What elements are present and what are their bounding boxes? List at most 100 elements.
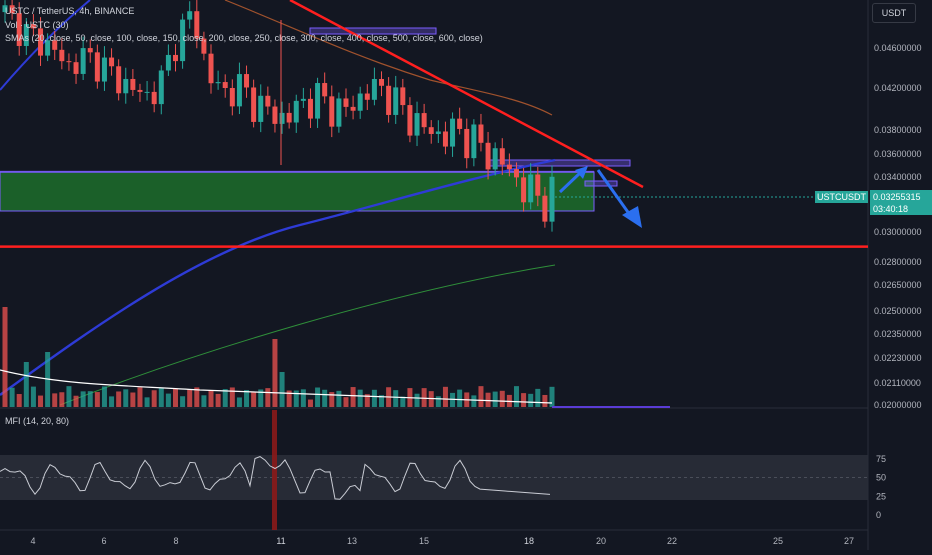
volume-bar (549, 386, 555, 407)
candle-body (350, 106, 356, 111)
volume-bar (80, 391, 86, 407)
candle-body (244, 74, 250, 88)
volume-bar (371, 389, 377, 407)
candle-body (272, 106, 278, 124)
volume-bar (2, 307, 8, 407)
price-tick-label: 0.02650000 (874, 280, 922, 290)
candle-body (2, 5, 8, 13)
price-tick-label: 0.04600000 (874, 43, 922, 53)
sma-legend[interactable]: SMAs (20, close, 50, close, 100, close, … (5, 33, 483, 43)
price-tick-label: 0.04200000 (874, 83, 922, 93)
mfi-legend[interactable]: MFI (14, 20, 80) (5, 416, 70, 426)
candle-body (435, 131, 441, 134)
small-zone (584, 180, 618, 187)
candle-body (222, 82, 228, 89)
arrow-down-head (622, 206, 642, 228)
last-price-value: 0.03255315 (873, 192, 921, 202)
candle-body (450, 118, 456, 147)
volume-bar (442, 386, 448, 407)
volume-bar (393, 390, 399, 407)
volume-bar (244, 390, 250, 407)
candle-body (464, 128, 470, 159)
candle-body (506, 164, 512, 170)
volume-bar (322, 389, 328, 407)
candle-body (158, 70, 164, 105)
volume-bar (172, 388, 178, 407)
candle-body (485, 142, 491, 170)
mfi-tick-label: 0 (876, 510, 881, 520)
volume-bar (485, 392, 491, 407)
candle-body (130, 78, 136, 90)
candle-body (258, 95, 264, 122)
candle-body (265, 95, 271, 107)
mfi-tick-label: 75 (876, 454, 886, 464)
volume-bar (279, 372, 285, 407)
price-tick-label: 0.02500000 (874, 306, 922, 316)
candle-body (109, 57, 115, 67)
candle-body (73, 62, 79, 74)
candle-body (379, 78, 385, 86)
candle-body (535, 174, 541, 196)
volume-bar (364, 394, 370, 407)
volume-bar (16, 394, 22, 407)
price-tick-label: 0.02350000 (874, 329, 922, 339)
candle-body (59, 49, 65, 62)
volume-bar (343, 397, 349, 407)
volume-legend[interactable]: Vol · USTC (30) (5, 20, 69, 30)
candle-body (208, 53, 214, 84)
symbol-legend[interactable]: USTC / TetherUS, 4h, BINANCE (5, 6, 135, 16)
volume-bar (307, 399, 313, 407)
upper-zone (309, 27, 437, 35)
time-tick-label: 22 (667, 536, 677, 546)
candle-body (428, 127, 434, 134)
mfi-tick-label: 25 (876, 491, 886, 501)
price-tick-label: 0.03000000 (874, 227, 922, 237)
volume-bar (187, 389, 193, 407)
candle-body (364, 93, 370, 100)
candle-body (471, 124, 477, 159)
candle-body (94, 52, 100, 82)
candle-body (492, 148, 498, 170)
time-tick-label: 11 (276, 536, 285, 546)
volume-bar (492, 391, 498, 407)
volume-bar (73, 395, 79, 407)
candle-body (293, 100, 299, 123)
candle-body (521, 177, 527, 203)
volume-bar (123, 389, 129, 407)
currency-selector[interactable]: USDT (872, 3, 916, 23)
candle-body (215, 82, 221, 84)
volume-bar (229, 387, 235, 407)
candle-body (101, 57, 107, 82)
candle-body (52, 40, 58, 50)
volume-bar (201, 395, 207, 407)
volume-bar (265, 388, 271, 407)
volume-bar (208, 390, 214, 407)
candle-body (201, 38, 207, 54)
candle-body (414, 113, 420, 136)
descending-trendline (289, 0, 644, 189)
candle-body (343, 98, 349, 107)
candle-body (386, 85, 392, 115)
candle-body (300, 98, 306, 101)
time-tick-label: 8 (173, 536, 178, 546)
candle-body (457, 118, 463, 129)
volume-bar (450, 392, 456, 407)
volume-bar (521, 393, 527, 407)
candle-body (180, 19, 186, 62)
time-tick-label: 25 (773, 536, 783, 546)
candle-body (371, 78, 377, 100)
candle-body (194, 11, 200, 39)
volume-bar (59, 392, 65, 407)
volume-bar (542, 394, 548, 407)
candle-body (66, 61, 72, 63)
volume-bar (144, 397, 150, 407)
candle-body (542, 195, 548, 222)
volume-bar (315, 387, 321, 407)
time-tick-label: 13 (347, 536, 357, 546)
candle-body (45, 40, 51, 56)
volume-bar (471, 395, 477, 407)
sma-brown-curve (224, 0, 553, 116)
candle-body (172, 54, 178, 62)
